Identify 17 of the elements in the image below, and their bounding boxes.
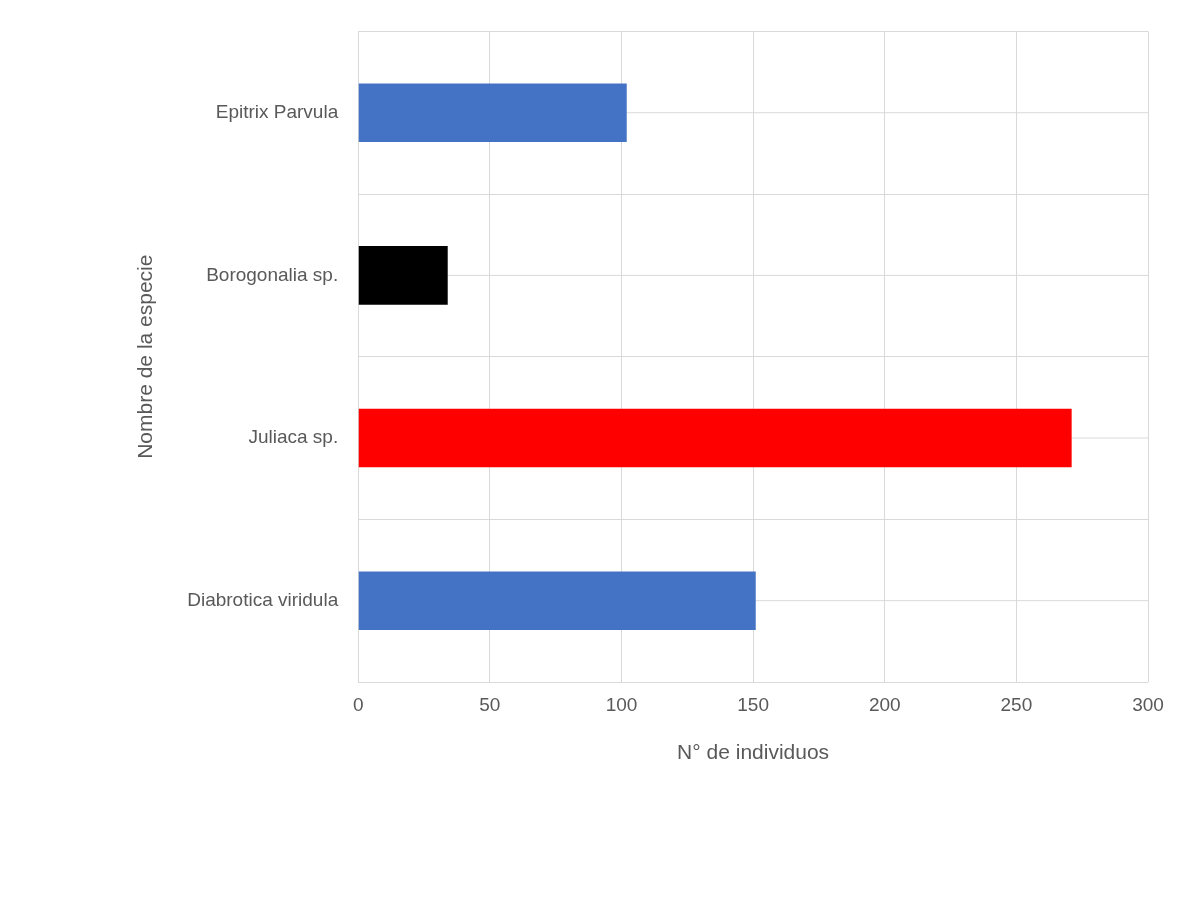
bar bbox=[358, 571, 756, 630]
bar bbox=[358, 83, 627, 142]
y-axis-title: Nombre de la especie bbox=[133, 254, 157, 459]
x-tick-label: 150 bbox=[737, 693, 769, 715]
bar bbox=[358, 246, 448, 305]
x-tick-label: 300 bbox=[1132, 693, 1164, 715]
x-axis-title: N° de individuos bbox=[677, 740, 830, 764]
x-tick-label: 50 bbox=[479, 693, 501, 715]
x-tick-label: 100 bbox=[605, 693, 638, 715]
x-tick-label: 250 bbox=[1000, 693, 1033, 715]
y-tick-label: Borogonalia sp. bbox=[206, 263, 339, 285]
x-tick-label: 200 bbox=[868, 693, 901, 715]
x-tick-label: 0 bbox=[352, 693, 364, 715]
y-tick-label: Epitrix Parvula bbox=[215, 100, 339, 122]
bar bbox=[358, 408, 1072, 468]
y-tick-label: Diabrotica viridula bbox=[187, 588, 339, 610]
y-tick-label: Juliaca sp. bbox=[248, 426, 339, 448]
